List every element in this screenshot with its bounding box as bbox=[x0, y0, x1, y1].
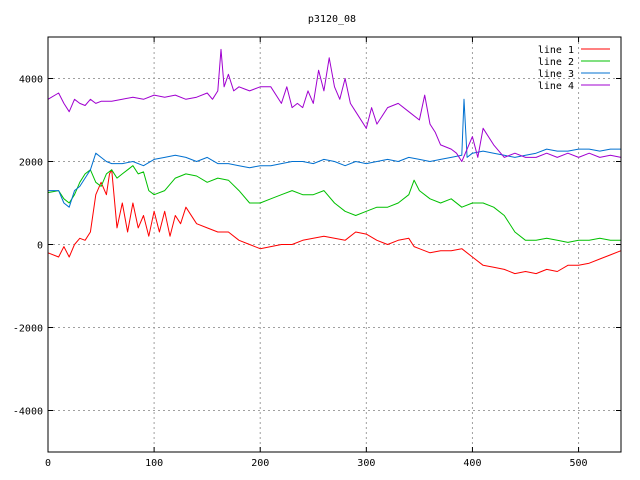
x-tick-label: 200 bbox=[251, 458, 269, 469]
x-tick-label: 300 bbox=[357, 458, 375, 469]
y-tick-label: -4000 bbox=[13, 407, 43, 418]
legend-label: line 4 bbox=[538, 81, 574, 92]
y-tick-label: 2000 bbox=[19, 158, 43, 169]
chart-title: p3120_08 bbox=[308, 14, 356, 25]
x-tick-label: 500 bbox=[570, 458, 588, 469]
y-tick-label: 4000 bbox=[19, 75, 43, 86]
axis-ticks: 0 100 200 300 400 500 -4000 -2000 0 2000 4000 bbox=[13, 37, 621, 469]
data-series bbox=[47, 48, 622, 275]
grid-lines bbox=[48, 37, 621, 452]
series-line-2 bbox=[47, 165, 621, 243]
x-tick-label: 400 bbox=[463, 458, 481, 469]
series-line-3 bbox=[48, 98, 621, 208]
x-tick-label: 0 bbox=[45, 458, 51, 469]
y-tick-label: 0 bbox=[37, 241, 43, 252]
y-tick-label: -2000 bbox=[13, 324, 43, 335]
legend-label: line 1 bbox=[538, 45, 574, 56]
x-tick-label: 100 bbox=[145, 458, 163, 469]
series-line-1 bbox=[47, 169, 622, 275]
legend-label: line 3 bbox=[538, 69, 574, 80]
legend-label: line 2 bbox=[538, 57, 574, 68]
series-line-4 bbox=[47, 48, 622, 162]
